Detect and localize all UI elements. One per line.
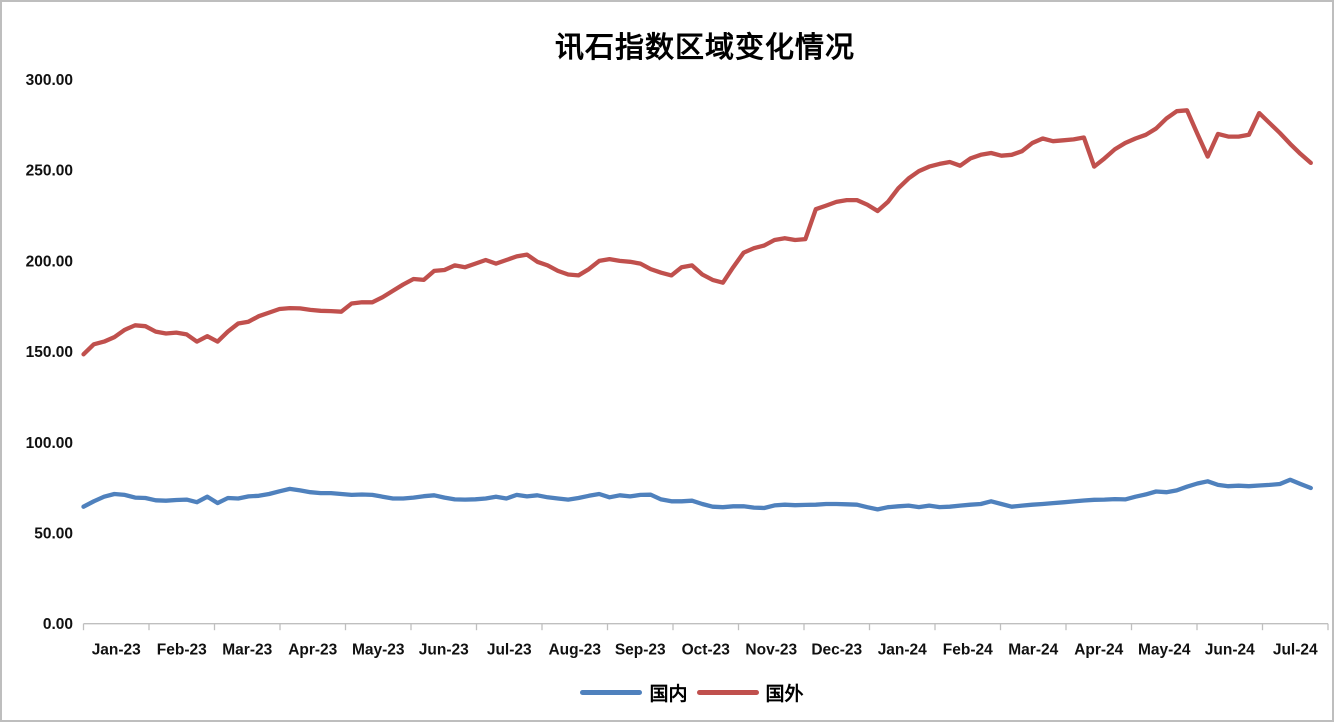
- x-tick-label: Apr-23: [288, 642, 337, 659]
- x-tick-label: Feb-24: [943, 642, 993, 659]
- x-tick-label: Mar-24: [1008, 642, 1058, 659]
- legend-label-foreign: 国外: [765, 683, 804, 705]
- legend: 国内 国外: [82, 678, 1302, 706]
- y-tick-label: 100.00: [26, 435, 73, 452]
- x-tick-label: Jun-24: [1205, 642, 1255, 659]
- legend-item-foreign: 国外: [696, 679, 804, 706]
- chart-title: 讯石指数区域变化情况: [554, 32, 855, 64]
- y-tick-label: 200.00: [26, 253, 73, 270]
- y-tick-label: 50.00: [34, 526, 73, 543]
- x-tick-label: Jan-24: [878, 642, 927, 659]
- foreign-line-swatch: [696, 689, 759, 695]
- x-tick-label: May-24: [1138, 642, 1191, 659]
- x-tick-label: Sep-23: [615, 642, 666, 659]
- x-tick-label: Mar-23: [222, 642, 272, 659]
- y-tick-label: 150.00: [26, 344, 73, 361]
- legend-item-domestic: 国内: [580, 679, 688, 706]
- x-tick-label: May-23: [352, 642, 405, 659]
- y-tick-label: 250.00: [26, 163, 73, 180]
- x-tick-label: Jan-23: [92, 642, 141, 659]
- series-line-0: [81, 477, 1313, 512]
- x-tick-label: Dec-23: [811, 642, 862, 659]
- x-tick-label: Apr-24: [1074, 642, 1123, 659]
- x-tick-label: Nov-23: [745, 642, 797, 659]
- domestic-line-swatch: [580, 689, 643, 695]
- x-tick-label: Jul-23: [487, 642, 532, 659]
- x-tick-label: Jun-23: [419, 642, 469, 659]
- y-tick-label: 300.00: [26, 72, 73, 89]
- x-tick-label: Jul-24: [1273, 642, 1318, 659]
- x-tick-label: Aug-23: [548, 642, 601, 659]
- x-tick-label: Oct-23: [682, 642, 731, 659]
- legend-label-domestic: 国内: [649, 683, 688, 705]
- series-line-1: [81, 108, 1313, 357]
- x-tick-label: Feb-23: [157, 642, 207, 659]
- y-tick-label: 0.00: [43, 616, 73, 633]
